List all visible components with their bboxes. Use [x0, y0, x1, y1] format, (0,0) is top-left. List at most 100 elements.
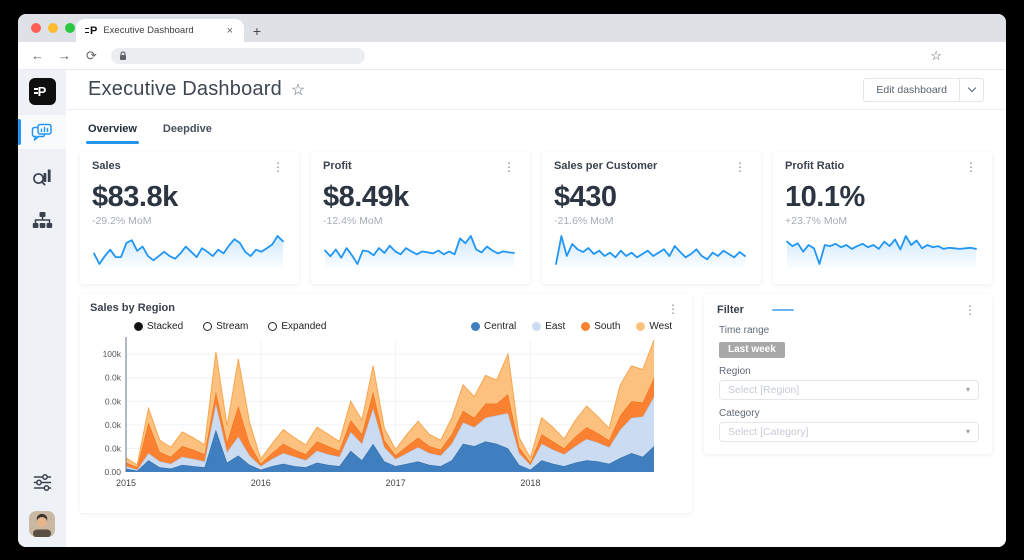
kpi-change: +23.7% MoM — [785, 215, 848, 227]
sidebar-item-insights[interactable] — [18, 159, 66, 193]
filter-header: Filter ⋮ — [717, 303, 979, 317]
browser-tab[interactable]: P Executive Dashboard × — [76, 19, 244, 42]
user-avatar[interactable] — [29, 511, 55, 537]
region-select[interactable]: Select [Region] ▾ — [719, 379, 979, 400]
legend-dot-icon — [532, 322, 542, 331]
kebab-menu-icon[interactable]: ⋮ — [965, 160, 977, 174]
sales-by-region-chart[interactable]: 100k 0.0k 0.0k 0.0k 0.0k 0.00 2015 2016 2017 2018 — [90, 334, 682, 507]
chart-legend: Central East South — [470, 321, 672, 332]
forward-button[interactable]: → — [58, 48, 71, 63]
sidebar-item-filters[interactable] — [18, 465, 66, 499]
edit-dashboard-button[interactable]: Edit dashboard — [863, 77, 960, 102]
radio-label: Stacked — [147, 321, 184, 332]
radio-label: Stream — [216, 321, 249, 332]
kpi-title: Profit Ratio — [785, 160, 845, 172]
svg-text:2015: 2015 — [116, 478, 136, 488]
kebab-menu-icon[interactable]: ⋮ — [734, 160, 746, 174]
browser-tabstrip: P Executive Dashboard × + — [18, 14, 1006, 42]
dashboard-app: P — [18, 70, 1006, 547]
url-bar[interactable] — [111, 47, 365, 64]
legend-east[interactable]: East — [532, 321, 565, 332]
kebab-menu-icon[interactable]: ⋮ — [964, 303, 976, 317]
radio-icon — [203, 322, 213, 331]
sales-by-region-card: Sales by Region ⋮ Stacked Stream — [80, 294, 692, 513]
legend-west[interactable]: West — [636, 321, 672, 332]
browser-window: P Executive Dashboard × + ← → ⟳ ☆ — [18, 14, 1006, 547]
page-header: Executive Dashboard ☆ Edit dashboard — [66, 70, 1006, 110]
bookmark-star-icon[interactable]: ☆ — [930, 47, 942, 63]
kpi-card-sales: Sales ⋮ $83.8k -29.2% MoM — [80, 152, 299, 284]
legend-dot-icon — [470, 322, 480, 331]
svg-text:0.00: 0.00 — [104, 467, 121, 477]
radio-stacked[interactable]: Stacked — [134, 321, 183, 332]
kpi-title: Sales per Customer — [554, 160, 658, 172]
svg-text:0.0k: 0.0k — [105, 373, 122, 383]
legend-dot-icon — [636, 322, 646, 331]
caret-down-icon: ▾ — [965, 427, 970, 436]
main-content: Executive Dashboard ☆ Edit dashboard Ove… — [66, 70, 1006, 547]
region-label: Region — [719, 365, 751, 377]
profit-sparkline-chart — [323, 230, 518, 272]
legend-label: South — [594, 321, 621, 332]
legend-label: West — [649, 321, 672, 332]
kpi-card-profit-ratio: Profit Ratio ⋮ 10.1% +23.7% MoM — [773, 152, 992, 284]
view-tabs: Overview Deepdive — [66, 110, 1006, 144]
window-close-button[interactable] — [31, 23, 41, 33]
new-tab-button[interactable]: + — [252, 22, 262, 39]
sidebar-item-dashboards[interactable] — [18, 115, 66, 149]
search-insights-icon — [33, 169, 51, 186]
avatar-photo — [29, 511, 55, 537]
kpi-value: $430 — [554, 181, 617, 213]
kpi-card-profit: Profit ⋮ $8.49k -12.4% MoM — [311, 152, 530, 284]
category-placeholder: Select [Category] — [728, 425, 809, 438]
kpi-change: -29.2% MoM — [92, 215, 152, 227]
legend-label: East — [545, 321, 566, 332]
kpi-title: Profit — [323, 160, 352, 172]
legend-central[interactable]: Central — [470, 321, 517, 332]
profit-ratio-sparkline-chart — [785, 230, 980, 272]
kpi-card-sales-per-customer: Sales per Customer ⋮ $430 -21.6% MoM — [542, 152, 761, 284]
tab-overview[interactable]: Overview — [86, 123, 139, 144]
radio-expanded[interactable]: Expanded — [268, 321, 326, 332]
radio-label: Expanded — [281, 321, 327, 332]
refresh-button[interactable]: ⟳ — [86, 47, 97, 63]
kpi-value: 10.1% — [785, 181, 865, 213]
radio-icon — [134, 322, 143, 331]
svg-text:2016: 2016 — [251, 478, 271, 488]
legend-label: Central — [483, 321, 517, 332]
svg-text:100k: 100k — [103, 349, 122, 359]
kebab-menu-icon[interactable]: ⋮ — [503, 160, 515, 174]
caret-down-icon: ▾ — [965, 385, 970, 394]
time-range-chip[interactable]: Last week — [719, 341, 785, 358]
filter-accent-dash — [771, 309, 794, 311]
kebab-menu-icon[interactable]: ⋮ — [667, 302, 679, 316]
sales-per-customer-sparkline-chart — [554, 230, 749, 272]
region-placeholder: Select [Region] — [728, 383, 800, 396]
back-button[interactable]: ← — [31, 48, 44, 63]
sales-sparkline-chart — [92, 230, 287, 272]
favorite-star-icon[interactable]: ☆ — [290, 81, 306, 99]
chart-title: Sales by Region — [90, 302, 175, 314]
sliders-filter-icon — [33, 473, 51, 491]
svg-text:2017: 2017 — [386, 478, 406, 488]
svg-text:0.0k: 0.0k — [105, 420, 122, 430]
tab-deepdive[interactable]: Deepdive — [162, 123, 212, 135]
radio-icon — [268, 322, 278, 331]
window-minimize-button[interactable] — [48, 23, 58, 33]
tab-close-icon[interactable]: × — [226, 24, 233, 37]
edit-dashboard-menu-button[interactable] — [960, 77, 984, 102]
chart-controls: Stacked Stream Expanded — [134, 321, 672, 332]
kpi-title: Sales — [92, 160, 121, 172]
kebab-menu-icon[interactable]: ⋮ — [272, 160, 284, 174]
svg-text:0.0k: 0.0k — [105, 443, 122, 453]
sidebar-item-hierarchy[interactable] — [18, 203, 66, 237]
category-select[interactable]: Select [Category] ▾ — [719, 421, 979, 442]
radio-stream[interactable]: Stream — [203, 321, 248, 332]
category-label: Category — [719, 407, 760, 419]
filter-card: Filter ⋮ Time range Last week Region Sel… — [704, 294, 992, 454]
kpi-row: Sales ⋮ $83.8k -29.2% MoM Profit ⋮ — [66, 144, 1006, 284]
window-maximize-button[interactable] — [65, 23, 75, 33]
kpi-change: -12.4% MoM — [323, 215, 383, 227]
legend-south[interactable]: South — [581, 321, 620, 332]
svg-text:0.0k: 0.0k — [105, 396, 122, 406]
